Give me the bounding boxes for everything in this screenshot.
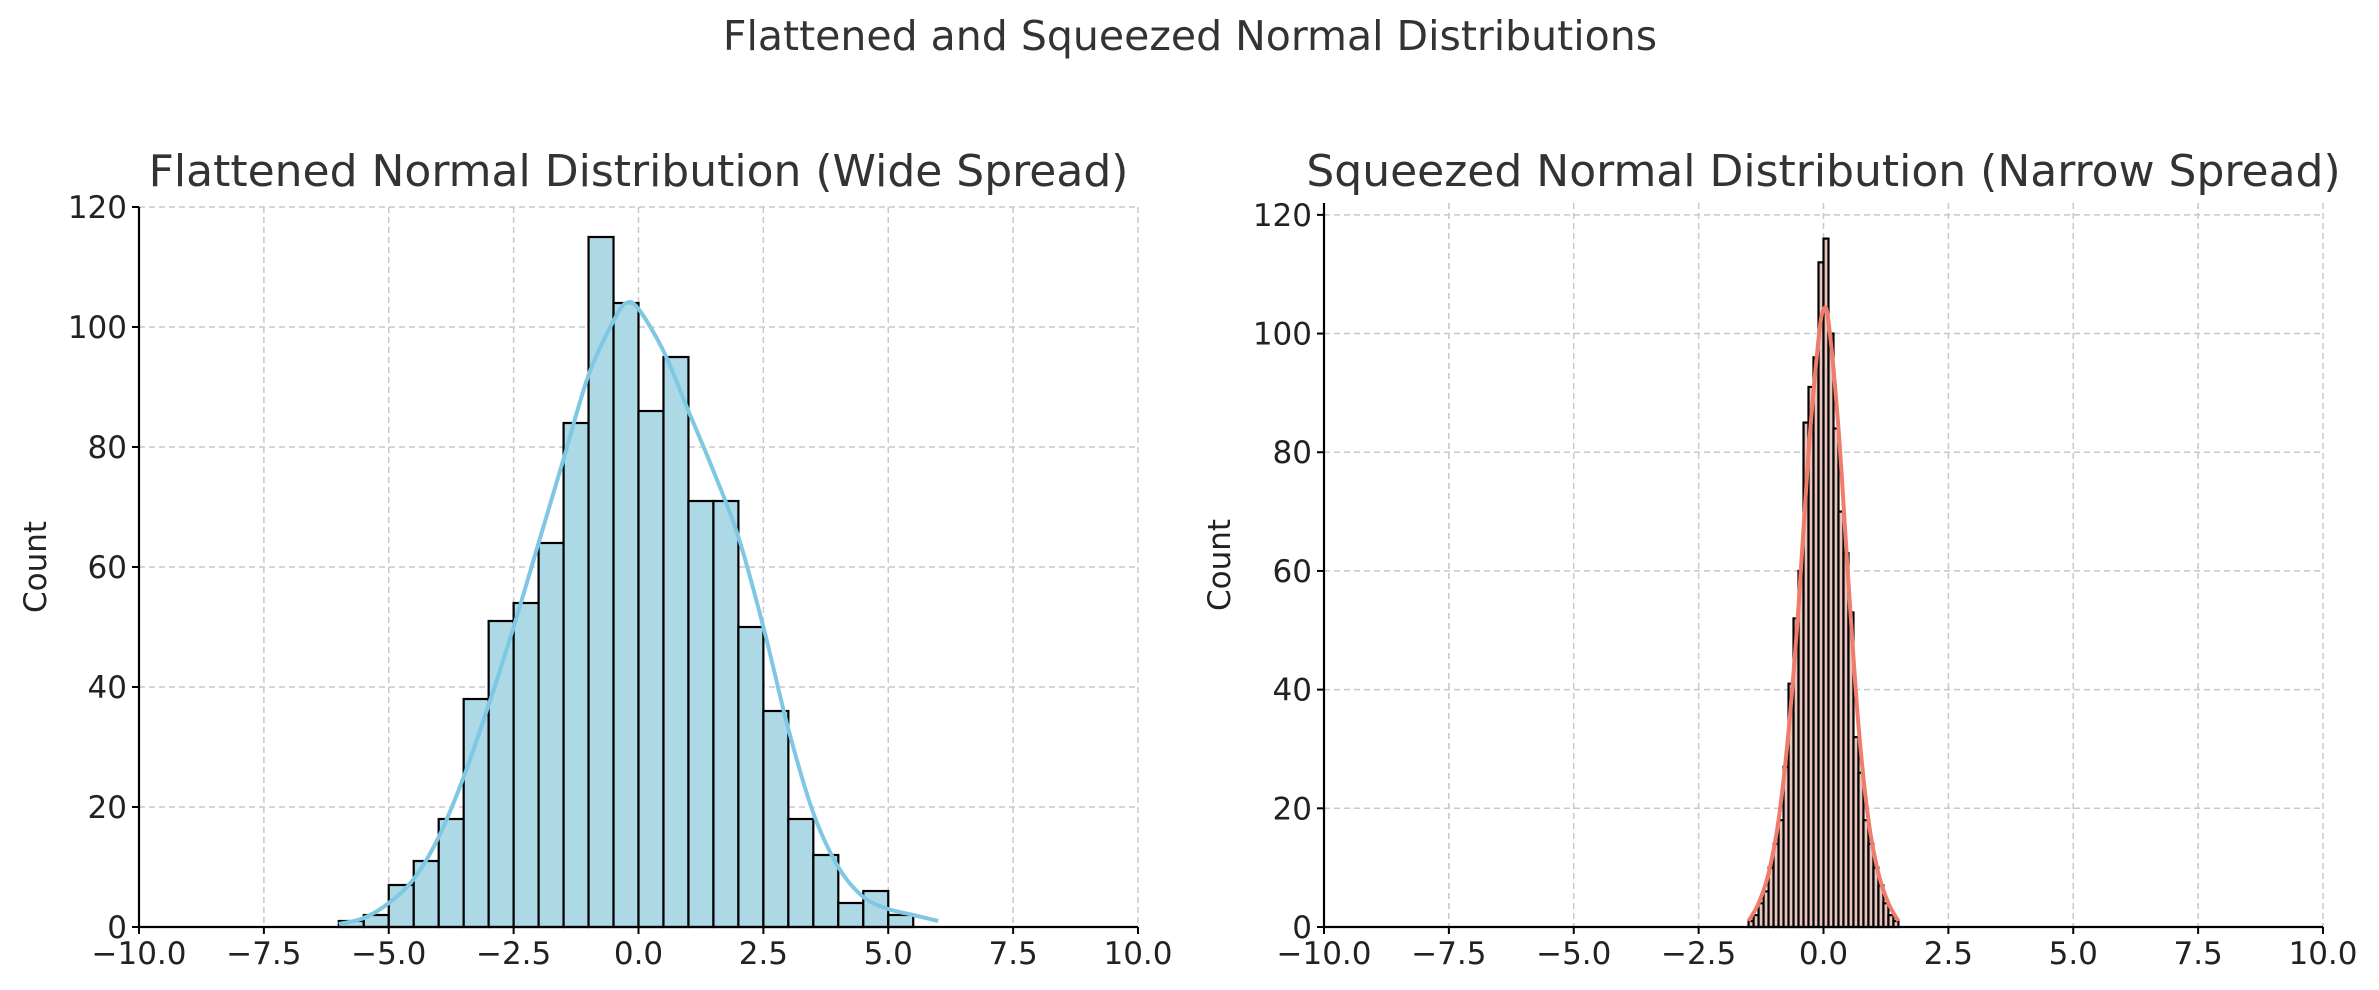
x-tick-label: −10.0 [1277,936,1372,972]
x-tick-label: 2.5 [1924,936,1973,972]
y-tick-label: 20 [88,790,127,826]
x-tick-label: 5.0 [2049,936,2098,972]
x-tick-label: −10.0 [92,936,187,972]
x-tick-label: 7.5 [2173,936,2222,972]
chart-title: Squeezed Normal Distribution (Narrow Spr… [1306,146,2340,197]
y-tick-label: 60 [88,550,127,586]
x-tick-label: −7.5 [226,936,301,972]
y-tick-label: 80 [1273,435,1312,471]
x-tick-label: 5.0 [864,936,913,972]
histogram-bar [562,421,590,929]
y-tick-label: 120 [1253,198,1312,234]
figure-suptitle: Flattened and Squeezed Normal Distributi… [723,12,1657,60]
y-tick-label: 0 [1292,910,1312,946]
histogram-bar [437,817,465,929]
chart-panel-squeezed: −10.0 −7.5 −5.0 −2.5 0.0 2.5 5.0 7.5 10.0 0 20 40 60… [1202,146,2358,972]
kde-curve [1746,305,1901,923]
histogram-bar [637,409,665,929]
histogram-bar [787,817,815,929]
histogram-bar [512,601,540,929]
histogram-bars [1747,237,1900,929]
histogram-bar [712,499,740,929]
chart-title: Flattened Normal Distribution (Wide Spre… [149,146,1129,197]
x-tick-label: −5.0 [1536,936,1611,972]
y-tick-label: 100 [68,310,127,346]
y-tick-label: 100 [1253,317,1312,353]
x-tick-label: 7.5 [988,936,1037,972]
histogram-bar [537,541,565,929]
x-tick-label: −5.0 [351,936,426,972]
x-tick-label: 2.5 [739,936,788,972]
histogram-bar [762,709,790,929]
chart-panel-flattened: −10.0 −7.5 −5.0 −2.5 0.0 2.5 5.0 7.5 10.0 0 20 40 60… [18,146,1173,972]
y-tick-label: 40 [88,670,127,706]
y-tick-label: 120 [68,190,127,226]
y-axis-label: Count [1202,519,1238,611]
histogram-bar [837,901,865,929]
histogram-bars [337,235,915,929]
y-tick-label: 60 [1273,554,1312,590]
x-tick-label: 10.0 [1103,936,1172,972]
histogram-bar [462,697,490,929]
y-tick-label: 0 [107,910,127,946]
x-tick-label: 0.0 [1799,936,1848,972]
histogram-bar [812,853,840,929]
y-tick-label: 40 [1273,673,1312,709]
x-tick-label: −2.5 [476,936,551,972]
histogram-bar [737,625,765,929]
y-tick-label: 20 [1273,791,1312,827]
histogram-bar [887,913,915,929]
x-tick-label: −2.5 [1661,936,1736,972]
grid [1323,203,2324,928]
y-tick-label: 80 [88,430,127,466]
histogram-bar [612,301,640,929]
histogram-bar [662,355,690,929]
histogram-bar [687,499,715,929]
histogram-bar [587,235,615,929]
x-tick-label: 0.0 [614,936,663,972]
kde-curve [338,299,939,926]
x-tick-label: 10.0 [2288,936,2357,972]
y-axis-label: Count [18,521,54,613]
x-tick-label: −7.5 [1411,936,1486,972]
